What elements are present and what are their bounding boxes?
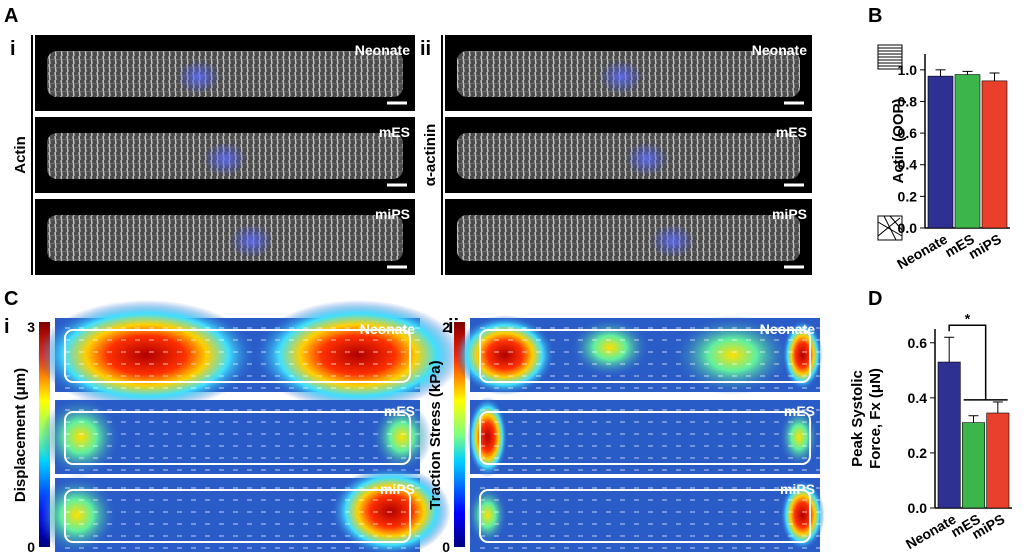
numeral: i — [4, 316, 10, 338]
panel-letter: D — [868, 288, 882, 310]
hotspot — [330, 466, 451, 557]
nucleus — [229, 224, 274, 258]
hotspot — [36, 300, 257, 410]
random-line — [877, 217, 901, 237]
bar — [986, 412, 1010, 509]
hotspot — [570, 317, 650, 378]
row-label: miPS — [375, 206, 410, 222]
x-tick-label: Neonate — [894, 231, 950, 273]
nucleus — [176, 60, 221, 94]
bar — [927, 75, 954, 229]
row-label: Neonate — [760, 321, 815, 337]
y-axis-label: Actin (OOP) — [890, 98, 907, 183]
y-tick-label: 0.4 — [898, 157, 918, 173]
cell-outline — [64, 489, 411, 543]
cell — [457, 215, 800, 261]
colorbar-min: 0 — [442, 539, 450, 552]
row-label: mES — [379, 124, 410, 140]
hotspot — [672, 315, 793, 395]
colorbar-max: 3 — [27, 319, 35, 335]
colorbar-label: Displacement (μm) — [12, 368, 29, 502]
numeral: ii — [448, 316, 459, 338]
y-tick-label: 0.2 — [898, 188, 918, 204]
row-label: mES — [784, 403, 815, 419]
bar — [962, 422, 985, 509]
y-axis-label: Peak Systolic — [849, 370, 866, 467]
row-label: miPS — [772, 206, 807, 222]
row-label: Neonate — [360, 321, 415, 337]
y-tick-label: 0.4 — [908, 390, 928, 406]
y-tick-label: 0.0 — [898, 220, 918, 236]
nucleus — [624, 142, 669, 176]
nucleus — [650, 224, 695, 258]
stain-label: Actin — [12, 136, 29, 174]
hotspot — [467, 485, 508, 545]
nucleus — [203, 142, 247, 176]
significance-bracket — [948, 324, 1008, 401]
row-label: Neonate — [752, 42, 807, 58]
hotspot — [782, 320, 823, 390]
cell-outline — [64, 329, 411, 383]
cell — [47, 51, 403, 97]
hotspot — [780, 480, 825, 550]
row-label: Neonate — [355, 42, 410, 58]
cell-outline — [479, 489, 811, 543]
cell-outline — [479, 329, 811, 383]
y-tick-label: 0.0 — [908, 500, 928, 516]
row-label: mES — [384, 403, 415, 419]
bar — [937, 361, 961, 509]
row-label: miPS — [780, 481, 815, 497]
y-tick-label: 0.2 — [908, 445, 928, 461]
panel-letter: B — [868, 5, 882, 27]
y-tick-label: 0.6 — [908, 335, 928, 351]
hotspot — [467, 397, 508, 477]
bar — [981, 80, 1008, 229]
y-tick-label: 0.8 — [898, 93, 918, 109]
y-tick-label: 0.6 — [898, 125, 918, 141]
panel-letter: C — [4, 288, 18, 310]
colorbar-max: 2 — [442, 319, 450, 335]
cell-outline — [64, 411, 411, 465]
cell-outline — [479, 411, 811, 465]
colorbar-label: Traction Stress (kPa) — [427, 360, 444, 509]
bar — [954, 74, 981, 229]
random-line — [889, 215, 903, 231]
numeral: ii — [420, 38, 431, 60]
y-tick-label: 1.0 — [898, 62, 918, 78]
hotspot — [371, 402, 432, 472]
panel-letter: A — [4, 5, 18, 27]
annotation: * — [965, 310, 971, 326]
stain-label: α-actinin — [422, 124, 439, 187]
row-label: miPS — [380, 481, 415, 497]
colorbar — [454, 322, 465, 547]
random-line — [883, 215, 897, 241]
hotspot — [40, 397, 121, 477]
numeral: i — [10, 38, 16, 60]
nucleus — [599, 60, 644, 94]
hotspot — [36, 475, 117, 555]
colorbar-min: 0 — [27, 539, 35, 552]
row-label: mES — [776, 124, 807, 140]
y-axis-label: Force, Fx (μN) — [867, 368, 884, 469]
cell — [47, 215, 403, 261]
